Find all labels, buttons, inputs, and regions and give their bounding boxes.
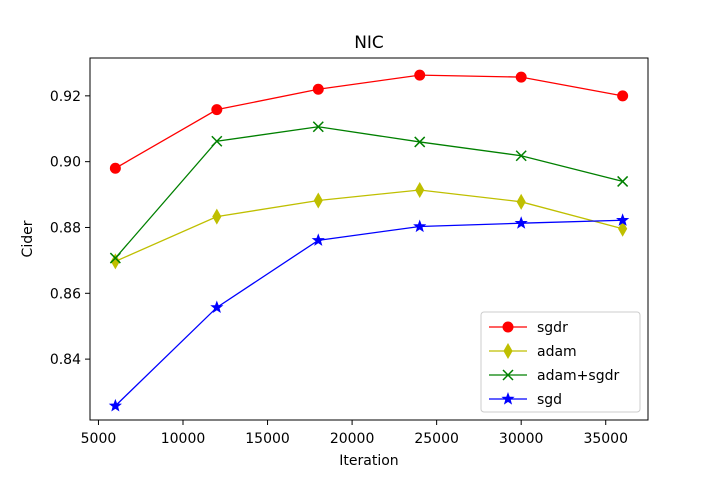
data-point <box>617 90 629 102</box>
data-point <box>414 69 426 81</box>
y-tick-label: 0.90 <box>50 155 81 171</box>
data-point <box>312 83 324 95</box>
legend-label: sgd <box>537 392 562 408</box>
legend-marker <box>502 321 514 333</box>
data-point <box>212 208 222 225</box>
data-point <box>514 216 528 229</box>
legend-item: sgdr <box>489 320 568 336</box>
chart-title: NIC <box>354 33 384 53</box>
x-tick-label: 30000 <box>499 431 544 447</box>
series-sgdr <box>109 69 629 174</box>
series-sgd <box>108 213 630 412</box>
y-tick-label: 0.84 <box>50 352 81 368</box>
series-line <box>115 189 623 262</box>
data-point <box>108 398 122 412</box>
data-point <box>109 162 121 174</box>
legend-marker <box>502 369 514 381</box>
x-tick-label: 35000 <box>583 431 628 447</box>
data-point <box>211 135 223 147</box>
series-line <box>114 126 623 259</box>
data-point <box>616 213 630 226</box>
legend-item: adam <box>489 342 577 360</box>
data-point <box>617 175 629 187</box>
data-point <box>618 220 628 237</box>
x-tick-label: 5000 <box>81 431 117 447</box>
data-point <box>516 193 526 210</box>
legend-marker <box>503 342 513 360</box>
y-tick-label: 0.92 <box>50 89 81 105</box>
data-point <box>311 233 325 246</box>
series-adam <box>110 181 628 270</box>
series-layer <box>108 69 630 412</box>
data-point <box>414 136 426 148</box>
series-line <box>115 74 623 169</box>
legend-box <box>480 311 641 413</box>
data-point <box>110 253 120 270</box>
x-tick-label: 15000 <box>245 431 290 447</box>
x-tick-label: 20000 <box>330 431 375 447</box>
x-tick-label: 25000 <box>414 431 459 447</box>
y-axis-label: Cider <box>20 220 36 257</box>
y-tick-label: 0.88 <box>50 220 81 236</box>
data-point <box>312 121 324 133</box>
legend-marker <box>501 392 515 405</box>
data-point <box>211 104 223 116</box>
data-point <box>515 71 527 83</box>
data-point <box>313 192 323 209</box>
series-line <box>114 219 623 407</box>
legend-label: adam+sgdr <box>537 368 619 384</box>
series-adam+sgdr <box>109 121 629 264</box>
legend: sgdr adam adam+sgdr sgd <box>480 311 641 413</box>
x-axis: 5000 10000 15000 20000 25000 30000 35000 <box>81 420 628 447</box>
legend-item: adam+sgdr <box>489 368 619 384</box>
legend-item: sgd <box>489 392 562 408</box>
data-point <box>413 219 427 233</box>
y-tick-label: 0.86 <box>50 286 81 302</box>
x-axis-label: Iteration <box>339 453 398 469</box>
x-tick-label: 10000 <box>161 431 206 447</box>
legend-label: sgdr <box>537 320 568 336</box>
plot-area <box>89 57 649 421</box>
data-point <box>515 150 527 162</box>
data-point <box>415 181 425 198</box>
legend-label: adam <box>537 344 577 360</box>
data-point <box>210 300 224 314</box>
data-point <box>109 252 121 264</box>
y-axis: 0.84 0.86 0.88 0.90 0.92 <box>50 89 90 368</box>
